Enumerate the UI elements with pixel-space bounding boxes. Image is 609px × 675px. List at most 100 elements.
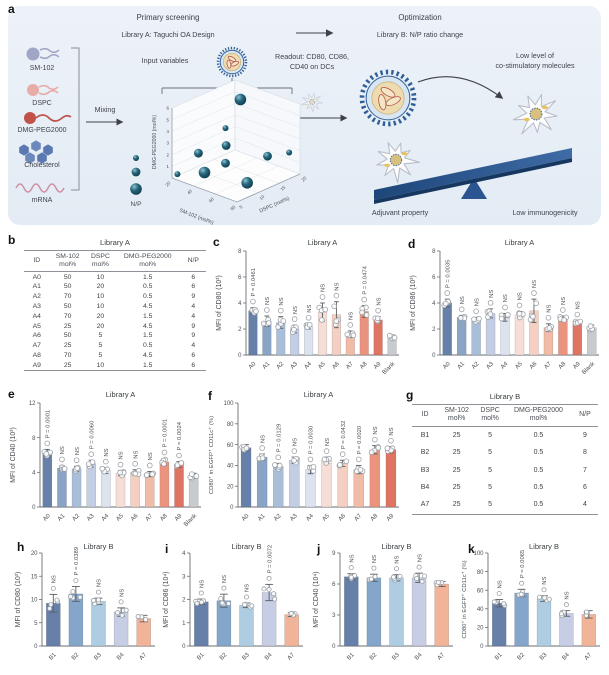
svg-text:2: 2 [167, 152, 170, 157]
x-tick-label: A0 [42, 513, 52, 523]
outlier-point [275, 454, 282, 461]
significance-label: NS [279, 297, 285, 305]
y-tick-label: 3 [182, 574, 186, 580]
data-points [261, 586, 278, 602]
x-tick-label: A4 [500, 361, 510, 371]
bar-chart-svg: Library A 0 2 4 6 8 MFI of CD80 (10³) P = 0.046… [216, 238, 399, 376]
outlier-point [416, 564, 422, 570]
x-tick-label: A0 [241, 513, 251, 523]
data-points [516, 310, 526, 321]
table-cell: 0.5 [533, 449, 544, 457]
table-cell: B2 [420, 449, 430, 457]
x-tick-label: A7 [287, 652, 297, 662]
data-points [41, 449, 53, 459]
outlier-point [117, 461, 124, 468]
svg-text:5: 5 [238, 204, 244, 210]
data-points [307, 464, 317, 474]
x-tick-label: B1 [196, 652, 206, 662]
data-points [386, 332, 398, 342]
significance-label: NS [503, 294, 509, 302]
dendritic-cell-icon-right [512, 93, 558, 135]
bar-B3 [389, 577, 404, 647]
data-points [331, 303, 341, 328]
table-cell: 10 [96, 293, 105, 301]
svg-text:4: 4 [167, 129, 170, 134]
bar-B1 [492, 602, 507, 647]
outlier-point [221, 585, 227, 591]
bar-A0 [240, 447, 252, 508]
error-bar [495, 599, 504, 608]
y-axis-label: MFI of CD86 (10⁴) [163, 571, 170, 627]
data-points [242, 601, 255, 610]
bar-A7 [581, 614, 596, 647]
significance-label: NS [307, 305, 313, 313]
outlier-point [355, 456, 362, 463]
outlier-point [574, 311, 581, 318]
x-tick-label: A3 [289, 513, 299, 523]
x-tick-label: A2 [72, 513, 82, 523]
table-cell: 20 [96, 322, 105, 330]
x-tick-label: B3 [241, 652, 251, 662]
table-cell: 5 [488, 449, 493, 457]
bar-chart-svg: Library A 0 20 40 60 80 100 CD80⁺ in EGFP⁺ CD11… [208, 390, 399, 523]
readout-label-line1: Readout: CD80, CD86, [275, 52, 349, 61]
table-row: B3 25 5 0.5 7 [412, 462, 598, 479]
data-points [187, 471, 200, 481]
y-tick-label: 8 [32, 436, 36, 442]
panel-f-chart: Library A 0 20 40 60 80 100 CD80⁺ in EGFP⁺ CD11… [204, 388, 404, 536]
x-tick-label: A1 [457, 361, 467, 371]
y-tick-label: 4 [32, 471, 36, 477]
significance-label: P = 0.0020 [357, 425, 363, 454]
y-tick-label: 10 [31, 598, 38, 604]
significance-label: NS [293, 306, 299, 314]
table-cell: A6 [32, 332, 41, 340]
outlier-point [333, 292, 340, 299]
svg-text:80: 80 [229, 204, 236, 211]
mrna-icon [15, 183, 65, 193]
x-tick-label: A3 [86, 513, 96, 523]
x-tick-label: Blank [183, 512, 199, 528]
significance-label: NS [576, 301, 582, 309]
outlier-point [519, 580, 525, 586]
bar-A3 [289, 459, 300, 508]
data-points [433, 579, 445, 588]
bar-A9 [385, 449, 397, 508]
table-b-title: Library B [489, 392, 521, 401]
data-points [291, 456, 300, 466]
y-tick-label: 0 [432, 353, 436, 359]
table-cell: 5 [488, 431, 493, 439]
outlier-point [388, 437, 394, 444]
table-cell: A3 [32, 303, 41, 311]
formulation-sphere [194, 148, 203, 158]
table-cell: B3 [420, 466, 430, 474]
panel-b-table: Library A ID SM-102 mol% DSPC mol% DMG-PEG200… [24, 238, 206, 372]
data-points [544, 323, 555, 333]
x-tick-label: A9 [174, 513, 184, 523]
data-points [193, 598, 206, 606]
np-size-legend-sphere [133, 155, 139, 161]
y-axis-label: MFI of CD86 (10³) [410, 275, 417, 331]
bar-A5 [514, 314, 525, 356]
lnp-icon-large [359, 69, 417, 127]
y-tick-label: 60 [477, 588, 484, 594]
data-points [68, 589, 83, 601]
x-tick-label: B1 [346, 652, 356, 662]
formulation-sphere [221, 141, 231, 150]
svg-text:40: 40 [186, 188, 193, 195]
table-cell: 0.5 [143, 342, 153, 350]
lnp-icon-small [216, 46, 248, 78]
y-axis-label: CD80⁺ in EGFP⁺ CD11c⁺ (%) [208, 416, 215, 494]
table-cell: 1.5 [143, 273, 153, 281]
readout-label-line2: CD40 on DCs [290, 62, 335, 71]
data-points [471, 315, 482, 325]
formulation-sphere [221, 158, 230, 168]
table-cell: 5 [98, 342, 103, 350]
x-tick-label: A8 [359, 361, 369, 371]
bar-A7 [144, 473, 155, 508]
significance-label: NS [97, 579, 103, 587]
outlier-point [259, 445, 265, 451]
table-cell: A9 [24, 360, 50, 372]
panel-letter-a: a [8, 2, 15, 16]
outlier-point [59, 456, 65, 463]
components-bracket [71, 47, 80, 191]
